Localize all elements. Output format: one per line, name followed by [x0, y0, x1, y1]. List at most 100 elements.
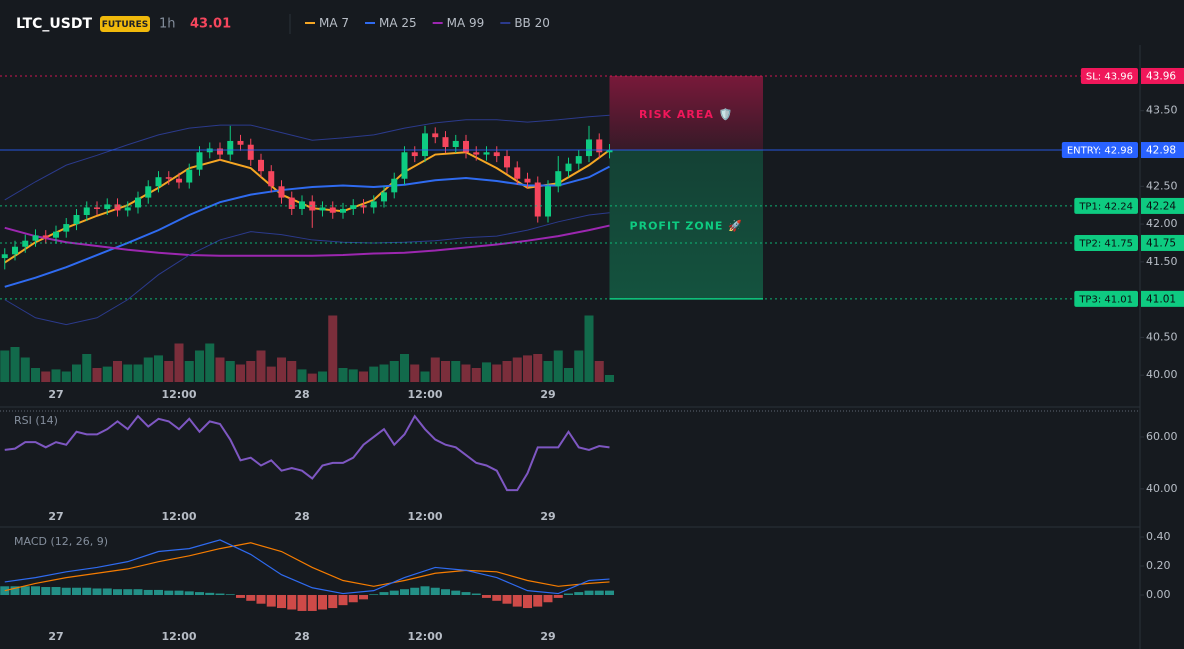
volume-bar — [328, 315, 338, 382]
volume-bar — [92, 368, 102, 382]
macd-histogram-bar — [502, 595, 512, 604]
candle-body — [473, 152, 480, 155]
candle-body — [42, 235, 49, 238]
candle-body — [53, 231, 59, 238]
macd-histogram-bar — [369, 594, 379, 595]
candle-body — [12, 246, 18, 255]
level-axis-label: 41.75 — [1146, 237, 1176, 249]
volume-bar — [174, 343, 184, 382]
volume-bar — [389, 361, 399, 382]
level-axis-tag — [1141, 142, 1184, 159]
legend-label: MA 7 — [319, 16, 349, 30]
candle-body — [504, 156, 510, 168]
macd-histogram-bar — [400, 589, 409, 595]
level-tag-label: SL: 43.96 — [1086, 71, 1133, 82]
candle-body — [278, 186, 285, 198]
macd-histogram-bar — [266, 595, 276, 607]
rsi-line — [4, 414, 610, 492]
level-axis-label: 41.01 — [1146, 293, 1176, 305]
last-price: 43.01 — [190, 17, 231, 32]
macd-histogram-bar — [51, 587, 61, 595]
y-tick-label: 0.40 — [1146, 530, 1171, 543]
macd-histogram-bar — [461, 592, 471, 595]
x-tick-label: 12:00 — [407, 510, 442, 523]
macd-histogram-bar — [205, 592, 215, 595]
legend-label: MA 25 — [379, 16, 417, 30]
volume-bar — [594, 361, 604, 382]
candle-body — [493, 152, 500, 157]
volume-bar — [605, 375, 614, 382]
volume-bar — [420, 371, 430, 382]
macd-histogram-bar — [123, 589, 133, 595]
macd-histogram-bar — [553, 595, 563, 598]
volume-bar — [451, 361, 461, 382]
macd-histogram-bar — [379, 592, 389, 595]
macd-line — [4, 539, 610, 595]
y-tick-label: 40.50 — [1146, 330, 1178, 343]
volume-bar — [400, 354, 409, 382]
candle-body — [319, 207, 326, 211]
volume-bar — [143, 357, 153, 382]
x-tick-label: 29 — [540, 510, 555, 523]
rsi-title: RSI (14) — [14, 414, 58, 427]
volume-bar — [574, 350, 584, 382]
candle-body — [135, 197, 141, 208]
candle-body — [155, 177, 162, 187]
level-axis-label: 42.24 — [1146, 200, 1176, 212]
volume-bar — [256, 350, 266, 382]
candle-body — [340, 208, 346, 213]
volume-bar — [553, 350, 563, 382]
volume-bar — [338, 368, 348, 382]
volume-bar — [41, 371, 51, 382]
volume-bar — [512, 357, 522, 382]
level-axis-label: 42.98 — [1146, 145, 1176, 157]
volume-bar — [441, 361, 450, 382]
candle-body — [83, 207, 90, 215]
candle-body — [227, 140, 234, 155]
volume-bar — [10, 347, 20, 382]
level-axis-tag — [1141, 197, 1184, 214]
macd-histogram-bar — [338, 595, 348, 606]
candle-body — [299, 201, 305, 209]
volume-bar — [461, 364, 471, 382]
candle-body — [104, 204, 111, 209]
volume-bar — [379, 364, 389, 382]
volume-bar — [482, 362, 491, 382]
candle-body — [145, 186, 152, 198]
x-tick-label: 12:00 — [407, 630, 442, 643]
macd-histogram-bar — [533, 595, 543, 607]
signal-line — [4, 542, 610, 592]
macd-histogram-bar — [482, 595, 491, 598]
candle-body — [329, 207, 336, 213]
candle-body — [565, 163, 572, 172]
candle-body — [432, 133, 439, 138]
macd-histogram-bar — [31, 586, 40, 595]
macd-title: MACD (12, 26, 9) — [14, 535, 108, 548]
volume-bar — [369, 366, 379, 382]
x-tick-label: 28 — [294, 510, 309, 523]
volume-bar — [430, 357, 440, 382]
symbol: LTC_USDT — [16, 16, 93, 32]
volume-bar — [123, 364, 133, 382]
candle-body — [483, 152, 490, 155]
y-tick-label: 41.50 — [1146, 255, 1178, 268]
x-tick-label: 12:00 — [161, 630, 196, 643]
volume-bar — [102, 366, 112, 382]
risk-zone — [609, 75, 763, 151]
volume-bar — [236, 364, 245, 382]
macd-histogram-bar — [297, 595, 307, 611]
macd-histogram-bar — [102, 588, 112, 595]
volume-bar — [471, 368, 481, 382]
candle-body — [422, 133, 428, 157]
level-axis-tag — [1141, 290, 1184, 307]
volume-bar — [564, 368, 573, 382]
profit-zone-label: PROFIT ZONE 🚀 — [630, 219, 743, 232]
candle-body — [1, 254, 8, 259]
x-tick-label: 12:00 — [161, 510, 196, 523]
volume-bar — [307, 373, 317, 382]
y-tick-label: 42.00 — [1146, 217, 1178, 230]
macd-histogram-bar — [164, 590, 174, 595]
x-tick-label: 27 — [48, 630, 63, 643]
x-tick-label: 27 — [48, 510, 63, 523]
level-tag — [1074, 234, 1138, 251]
